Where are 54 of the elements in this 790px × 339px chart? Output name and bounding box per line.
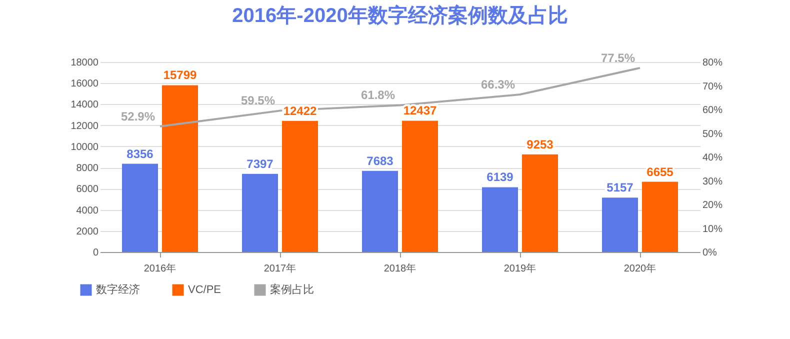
bar — [122, 164, 158, 252]
y2-tick-label: 70% — [702, 81, 723, 92]
y2-tick-label: 0% — [702, 248, 718, 258]
bar — [362, 170, 398, 252]
legend-label: VC/PE — [188, 284, 222, 296]
y-tick-label: 4000 — [76, 205, 99, 216]
bar — [402, 120, 438, 252]
data-label: 6139 — [486, 170, 514, 184]
chart-title: 2016年-2020年数字经济案例数及占比 — [232, 4, 568, 27]
bar — [642, 182, 678, 252]
data-label: 12422 — [283, 104, 318, 118]
x-tick-label: 2020年 — [624, 262, 656, 274]
x-tick-label: 2018年 — [384, 262, 416, 274]
data-label: 77.5% — [600, 50, 636, 65]
data-label: 61.8% — [360, 88, 396, 102]
bar — [602, 198, 638, 252]
y-tick-label: 2000 — [76, 226, 99, 238]
y2-tick-label: 10% — [702, 224, 723, 235]
bar — [482, 187, 518, 252]
y2-tick-label: 30% — [702, 176, 723, 188]
x-tick-label: 2016年 — [144, 262, 176, 274]
y2-tick-label: 50% — [702, 128, 723, 140]
data-label: 8356 — [126, 146, 154, 161]
line-series — [159, 66, 641, 128]
y2-tick-label: 20% — [702, 200, 723, 211]
y-tick-label: 18000 — [70, 58, 99, 68]
data-label: 5157 — [606, 180, 634, 195]
y-tick-label: 6000 — [76, 184, 99, 196]
data-label: 66.3% — [480, 78, 516, 92]
y-tick-label: 10000 — [70, 142, 99, 153]
y-tick-label: 12000 — [70, 120, 99, 132]
data-label: 12437 — [403, 104, 438, 118]
bar — [522, 154, 558, 252]
y2-tick-label: 80% — [702, 58, 723, 68]
x-tick-label: 2017年 — [264, 262, 296, 274]
data-label: 15799 — [163, 68, 198, 82]
y-tick-label: 0 — [92, 248, 99, 258]
data-label: 59.5% — [240, 94, 276, 108]
y-tick-label: 14000 — [70, 100, 99, 111]
legend-label: 案例占比 — [270, 283, 314, 296]
bar — [242, 174, 278, 252]
y-tick-label: 16000 — [70, 78, 99, 90]
data-label: 52.9% — [120, 109, 156, 124]
data-label: 6655 — [646, 164, 674, 179]
bar — [282, 120, 318, 252]
y2-tick-label: 60% — [702, 105, 723, 116]
data-label: 9253 — [526, 137, 554, 152]
data-label: 7397 — [246, 156, 274, 171]
legend-label: 数字经济 — [96, 283, 140, 296]
x-tick-label: 2019年 — [504, 262, 536, 274]
bar — [162, 85, 198, 252]
y-tick-label: 8000 — [76, 163, 99, 174]
y2-tick-label: 40% — [702, 152, 723, 164]
data-label: 7683 — [366, 154, 394, 168]
